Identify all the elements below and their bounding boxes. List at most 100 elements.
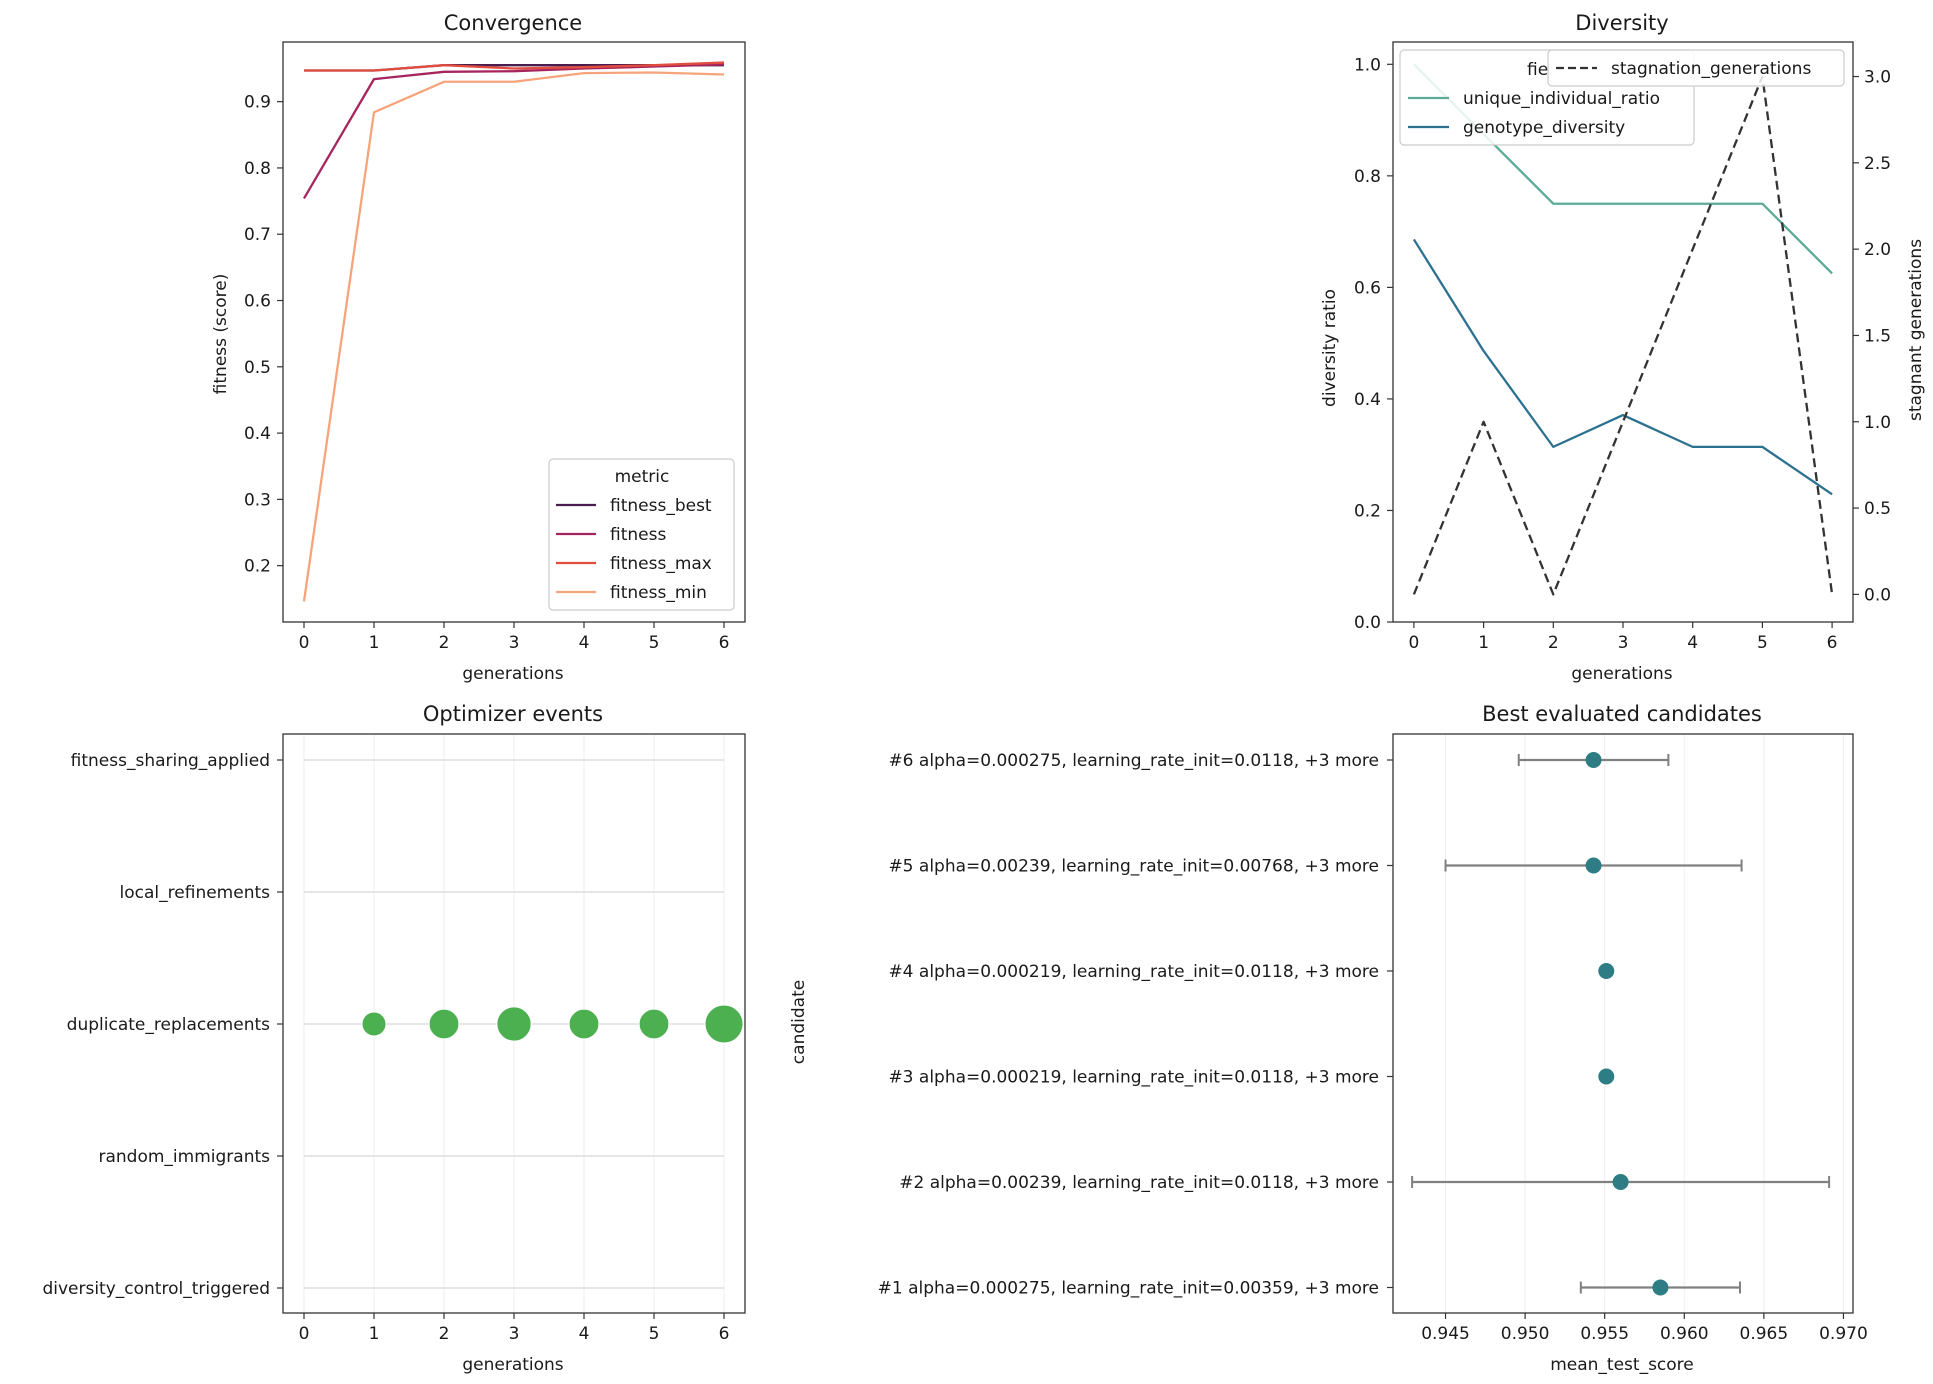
diversity-panel: Diversity generations diversity ratio st… xyxy=(1320,11,1926,684)
y-tick-label: 0.5 xyxy=(244,358,271,378)
x-tick-label: 3 xyxy=(1618,633,1629,653)
candidate-mean-point xyxy=(1598,1068,1615,1085)
candidate-label: #2 alpha=0.00239, learning_rate_init=0.0… xyxy=(899,1173,1379,1193)
candidate-label: #3 alpha=0.000219, learning_rate_init=0.… xyxy=(888,1068,1379,1088)
series-line-fitness-min xyxy=(302,71,725,602)
event-category-label: duplicate_replacements xyxy=(67,1015,270,1035)
series-line-fitness-max xyxy=(304,61,725,72)
x-tick-label: 0 xyxy=(1408,633,1419,653)
event-category-label: diversity_control_triggered xyxy=(42,1279,270,1299)
x-tick-label: 6 xyxy=(1827,633,1838,653)
y-tick-label: 0.9 xyxy=(244,93,271,113)
diversity-legend-left-title: fie xyxy=(1527,60,1548,80)
x-tick-label: 3 xyxy=(509,633,520,653)
x-tick-label: 2 xyxy=(1548,633,1559,653)
right-y-tick-label: 1.0 xyxy=(1864,413,1891,433)
candidates-x-axis-label: mean_test_score xyxy=(1550,1355,1694,1375)
y-tick-label: 0.3 xyxy=(244,490,271,510)
convergence-legend: metric fitness_best fitness fitness_max … xyxy=(548,458,735,611)
legend-label-fitness: fitness xyxy=(610,525,666,545)
x-tick-label: 0.955 xyxy=(1580,1324,1629,1344)
x-tick-label: 5 xyxy=(649,1324,660,1344)
x-tick-label: 2 xyxy=(439,1324,450,1344)
x-tick-label: 3 xyxy=(509,1324,520,1344)
convergence-legend-title: metric xyxy=(615,467,670,487)
diversity-legend-right-box xyxy=(1547,49,1845,87)
right-y-tick-label: 2.5 xyxy=(1864,154,1891,174)
candidate-mean-point xyxy=(1612,1174,1629,1190)
x-tick-label: 0.970 xyxy=(1819,1324,1868,1344)
right-y-tick-label: 0.0 xyxy=(1864,585,1891,605)
y-tick-label: 0.7 xyxy=(244,225,271,245)
candidate-mean-point xyxy=(1585,857,1602,874)
x-tick-label: 0.945 xyxy=(1421,1324,1470,1344)
x-tick-label: 2 xyxy=(439,633,450,653)
y-tick-label: 0.6 xyxy=(244,292,271,312)
events-x-axis-label: generations xyxy=(462,1355,563,1375)
y-tick-label: 1.0 xyxy=(1354,55,1381,75)
x-tick-label: 0 xyxy=(299,633,310,653)
candidates-panel: Best evaluated candidates mean_test_scor… xyxy=(789,702,1868,1375)
legend-label-unique-individual-ratio: unique_individual_ratio xyxy=(1463,89,1660,109)
x-tick-label: 4 xyxy=(1687,633,1698,653)
candidate-mean-point xyxy=(1585,752,1602,768)
diversity-y-axis-label: diversity ratio xyxy=(1320,289,1340,407)
x-tick-label: 1 xyxy=(369,633,380,653)
convergence-plot: 0 1 2 3 4 5 6 0.2 0.3 0.4 0.5 0.6 0.7 0.8 0.9 xyxy=(244,41,746,653)
events-frame xyxy=(282,733,746,1314)
diversity-title: Diversity xyxy=(1575,11,1668,35)
event-marker xyxy=(428,1008,460,1040)
event-category-label: local_refinements xyxy=(120,883,271,903)
legend-label-genotype-diversity: genotype_diversity xyxy=(1463,118,1625,138)
convergence-y-axis-label: fitness (score) xyxy=(211,274,231,395)
x-tick-label: 0.960 xyxy=(1660,1324,1709,1344)
event-category-label: fitness_sharing_applied xyxy=(71,751,270,771)
events-title: Optimizer events xyxy=(423,702,603,726)
x-tick-label: 1 xyxy=(1478,633,1489,653)
candidate-mean-point xyxy=(1652,1279,1669,1296)
event-marker xyxy=(704,1004,744,1044)
right-y-tick-label: 1.5 xyxy=(1864,326,1891,346)
x-tick-label: 4 xyxy=(579,633,590,653)
convergence-frame xyxy=(282,41,746,623)
diversity-frame xyxy=(1392,41,1854,623)
convergence-x-axis-label: generations xyxy=(462,664,563,684)
y-tick-label: 0.8 xyxy=(1354,167,1381,187)
events-panel: Optimizer events generations 0 1 2 3 4 5 6 fitn… xyxy=(42,702,746,1375)
x-tick-label: 1 xyxy=(369,1324,380,1344)
x-tick-label: 5 xyxy=(649,633,660,653)
x-tick-label: 0.965 xyxy=(1740,1324,1789,1344)
diversity-x-axis-label: generations xyxy=(1571,664,1672,684)
legend-label-fitness-max: fitness_max xyxy=(610,554,712,574)
y-tick-label: 0.2 xyxy=(1354,501,1381,521)
diversity-right-y-axis-label: stagnant generations xyxy=(1906,239,1926,421)
right-y-tick-label: 2.0 xyxy=(1864,240,1891,260)
event-marker xyxy=(568,1008,600,1040)
event-marker xyxy=(496,1006,532,1042)
candidate-label: #1 alpha=0.000275, learning_rate_init=0.… xyxy=(878,1279,1379,1299)
legend-label-fitness-min: fitness_min xyxy=(610,583,707,603)
candidate-mean-point xyxy=(1598,963,1615,979)
convergence-panel: Convergence generations fitness (score) … xyxy=(211,11,746,684)
candidates-title: Best evaluated candidates xyxy=(1482,702,1762,726)
convergence-title: Convergence xyxy=(444,11,582,35)
x-tick-label: 6 xyxy=(719,1324,730,1344)
candidates-plot: 0.945 0.950 0.955 0.960 0.965 0.970 #6 alpha=0… xyxy=(878,733,1868,1344)
candidate-label: #4 alpha=0.000219, learning_rate_init=0.… xyxy=(888,962,1379,982)
events-plot: 0 1 2 3 4 5 6 fitness_sharing_applied local_refi… xyxy=(42,733,746,1344)
convergence-legend-box xyxy=(548,458,735,611)
right-y-tick-label: 3.0 xyxy=(1864,68,1891,88)
event-marker xyxy=(361,1011,387,1037)
x-tick-label: 6 xyxy=(719,633,730,653)
y-tick-label: 0.0 xyxy=(1354,613,1381,633)
y-tick-label: 0.2 xyxy=(244,557,271,577)
y-tick-label: 0.8 xyxy=(244,159,271,179)
candidates-y-axis-label: candidate xyxy=(789,980,809,1064)
y-tick-label: 0.4 xyxy=(244,424,271,444)
x-tick-label: 0.950 xyxy=(1501,1324,1550,1344)
series-line-genotype-diversity xyxy=(1412,238,1833,496)
legend-label-fitness-best: fitness_best xyxy=(610,496,712,516)
right-y-tick-label: 0.5 xyxy=(1864,499,1891,519)
